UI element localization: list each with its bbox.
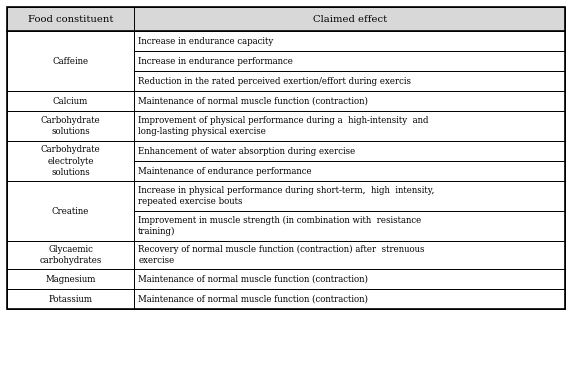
Text: Glycaemic
carbohydrates: Glycaemic carbohydrates xyxy=(39,245,102,265)
Bar xyxy=(7,7,565,309)
Text: Magnesium: Magnesium xyxy=(45,274,96,283)
Bar xyxy=(134,181,565,211)
Bar xyxy=(134,241,565,269)
Bar xyxy=(7,181,134,241)
Bar xyxy=(134,51,565,71)
Bar xyxy=(134,141,565,161)
Bar xyxy=(134,111,565,141)
Text: Maintenance of normal muscle function (contraction): Maintenance of normal muscle function (c… xyxy=(138,274,368,283)
Bar xyxy=(7,91,134,111)
Bar xyxy=(7,7,565,31)
Bar xyxy=(7,31,134,91)
Text: Maintenance of normal muscle function (contraction): Maintenance of normal muscle function (c… xyxy=(138,295,368,303)
Bar xyxy=(7,269,134,289)
Text: Potassium: Potassium xyxy=(49,295,93,303)
Text: Carbohydrate
electrolyte
solutions: Carbohydrate electrolyte solutions xyxy=(41,146,101,177)
Text: Enhancement of water absorption during exercise: Enhancement of water absorption during e… xyxy=(138,147,355,156)
Text: Improvement of physical performance during a  high-intensity  and
long-lasting p: Improvement of physical performance duri… xyxy=(138,116,429,136)
Text: Increase in endurance performance: Increase in endurance performance xyxy=(138,56,293,66)
Text: Reduction in the rated perceived exertion/effort during exercis: Reduction in the rated perceived exertio… xyxy=(138,76,411,86)
Text: Caffeine: Caffeine xyxy=(53,56,89,66)
Text: Calcium: Calcium xyxy=(53,96,88,105)
Bar xyxy=(134,31,565,51)
Bar xyxy=(7,111,134,141)
Bar xyxy=(134,91,565,111)
Text: Improvement in muscle strength (in combination with  resistance
training): Improvement in muscle strength (in combi… xyxy=(138,216,422,236)
Text: Food constituent: Food constituent xyxy=(28,15,113,24)
Bar xyxy=(134,161,565,181)
Text: Carbohydrate
solutions: Carbohydrate solutions xyxy=(41,116,101,136)
Text: Maintenance of normal muscle function (contraction): Maintenance of normal muscle function (c… xyxy=(138,96,368,105)
Bar xyxy=(134,211,565,241)
Bar xyxy=(134,269,565,289)
Bar xyxy=(134,71,565,91)
Bar xyxy=(7,241,134,269)
Text: Recovery of normal muscle function (contraction) after  strenuous
exercise: Recovery of normal muscle function (cont… xyxy=(138,245,425,265)
Bar xyxy=(134,289,565,309)
Bar xyxy=(7,289,134,309)
Text: Increase in physical performance during short-term,  high  intensity,
repeated e: Increase in physical performance during … xyxy=(138,186,435,206)
Bar xyxy=(7,141,134,181)
Text: Creatine: Creatine xyxy=(52,207,89,215)
Text: Claimed effect: Claimed effect xyxy=(312,15,387,24)
Text: Increase in endurance capacity: Increase in endurance capacity xyxy=(138,37,273,46)
Text: Maintenance of endurance performance: Maintenance of endurance performance xyxy=(138,166,312,176)
